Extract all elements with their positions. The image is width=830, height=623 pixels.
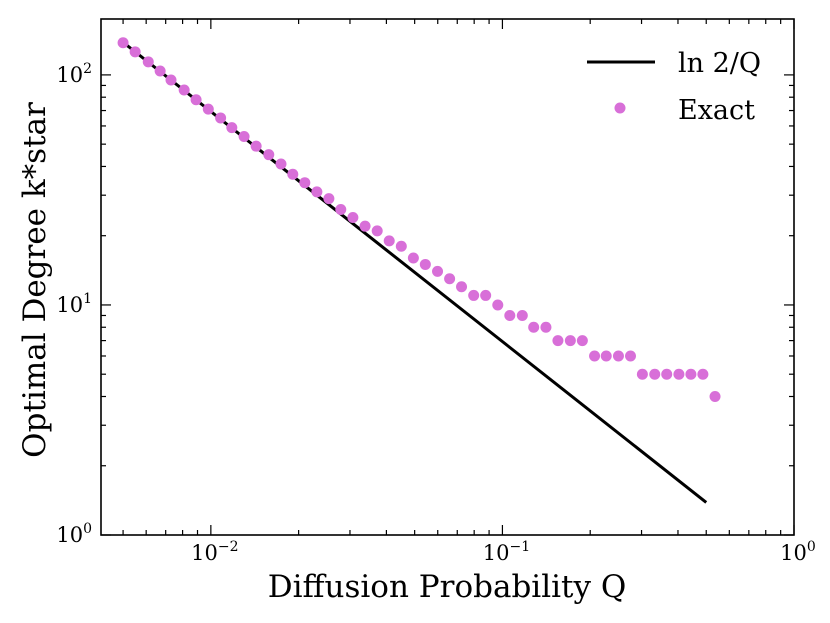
legend: ln 2/Q Exact [587,48,761,126]
exact-point [636,368,648,380]
exact-point [444,273,456,285]
y-axis-title: Optimal Degree k*star [17,102,53,458]
exact-point [238,130,250,142]
x-tick-label: 10−1 [483,539,530,565]
exact-point [154,65,166,77]
exact-point [142,56,154,68]
exact-point [359,220,371,232]
exact-point [528,321,540,333]
exact-point [480,289,492,301]
exact-point [564,335,576,347]
x-tick-label: 10−2 [191,539,238,565]
exact-point [335,203,347,215]
exact-point [190,94,202,106]
exact-point [165,74,177,86]
exact-point [215,112,227,124]
exact-point [117,37,129,49]
exact-point [383,235,395,247]
exact-point [576,335,588,347]
x-axis-title: Diffusion Probability Q [268,569,627,605]
exact-point [540,321,552,333]
exact-point [504,309,516,321]
legend-swatch-dot [614,102,626,114]
exact-point [395,240,407,252]
axis-tick-labels: 10−2 10−1 100 100 101 102 [56,61,815,565]
exact-point [697,368,709,380]
exact-point [516,309,528,321]
exact-point [263,149,275,161]
exact-point [492,299,504,311]
exact-point [178,84,190,96]
exact-point [275,158,287,170]
exact-point [347,211,359,223]
exact-point [600,350,612,362]
exact-point [468,289,480,301]
exact-point [226,122,238,134]
exact-point [649,368,661,380]
exact-point [129,46,141,58]
exact-point [250,140,262,152]
exact-point [371,225,383,237]
exact-point [432,265,444,277]
exact-point [202,103,214,115]
exact-point [311,186,323,198]
exact-point [673,368,685,380]
legend-label-ln2q: ln 2/Q [678,48,761,79]
x-tick-label: 100 [780,539,816,565]
exact-point [419,258,431,270]
exact-point [612,350,624,362]
axis-ticks [101,19,795,536]
y-tick-label: 101 [56,291,92,317]
exact-point [287,168,299,180]
y-tick-label: 100 [56,521,92,547]
exact-point [661,368,673,380]
exact-point [456,281,468,293]
exact-point [589,350,601,362]
y-tick-label: 102 [56,61,92,87]
plot-frame [100,18,795,536]
exact-point [709,390,721,402]
exact-point [407,252,419,264]
exact-point [625,350,637,362]
exact-point [552,335,564,347]
exact-point [685,368,697,380]
exact-point [323,193,335,205]
legend-label-exact: Exact [678,95,755,126]
plot-series [117,37,721,504]
exact-point [299,177,311,189]
